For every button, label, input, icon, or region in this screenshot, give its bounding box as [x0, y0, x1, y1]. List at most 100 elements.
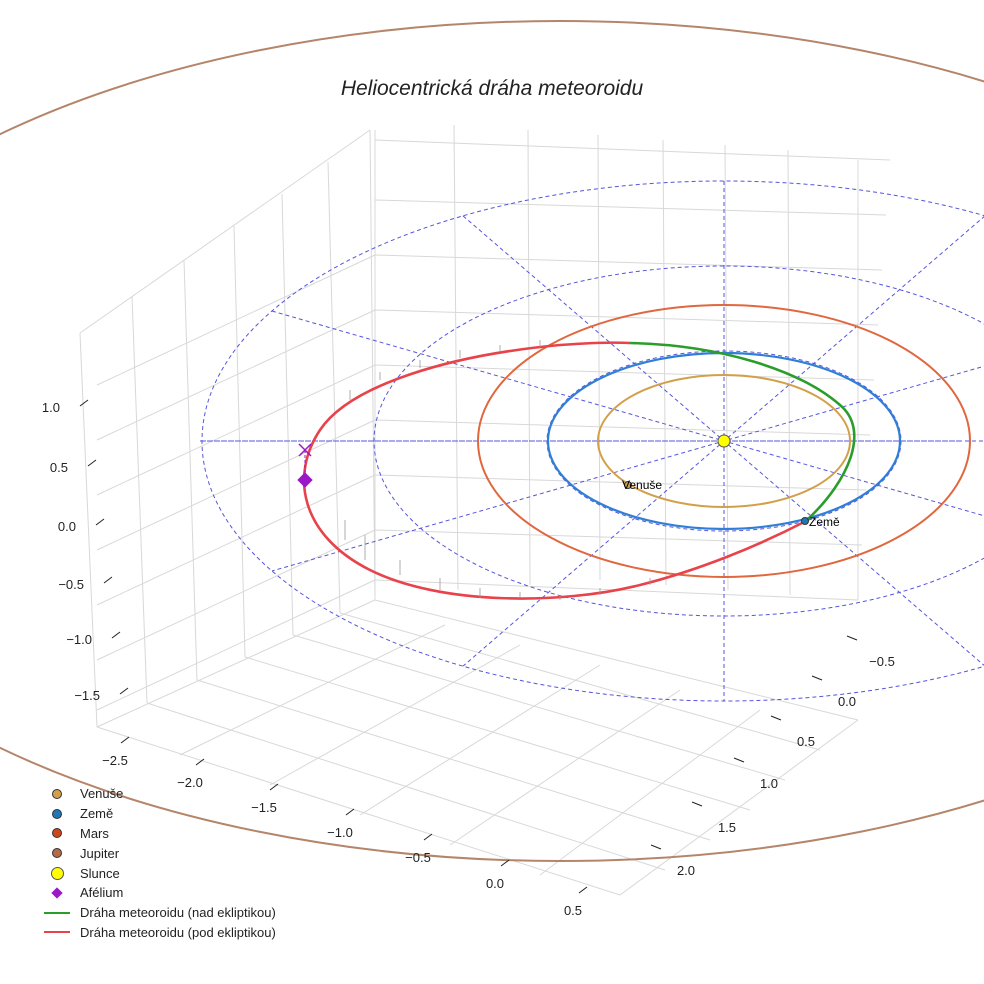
legend-item: Afélium [40, 883, 276, 903]
aphelion-marker [297, 472, 313, 488]
z-tick-label: 0.5 [50, 460, 68, 475]
legend-sun-icon [50, 866, 64, 880]
z-tick [95, 518, 105, 526]
legend-label: Dráha meteoroidu (nad ekliptikou) [80, 905, 276, 921]
y-tick-label: 1.5 [718, 820, 736, 835]
y-tick-label: 2.0 [677, 863, 695, 878]
legend: Venuše Země Mars Jupiter Slunce Afélium Dráha … [40, 784, 276, 942]
grid-line [619, 719, 859, 896]
legend-symbol [40, 925, 74, 939]
grid-line [374, 199, 887, 216]
x-tick-label: −1.0 [327, 825, 353, 840]
grid-line [449, 689, 681, 846]
orbit-layer [0, 20, 984, 862]
grid-line [374, 419, 871, 436]
grid-line [539, 709, 761, 876]
y-tick-label: 0.5 [797, 734, 815, 749]
sun-marker [717, 434, 731, 448]
marker-layer: Venuše Země [297, 434, 840, 529]
legend-label: Mars [80, 825, 109, 841]
legend-item: Slunce [40, 863, 276, 883]
grid-line [96, 599, 376, 728]
grid-line [281, 193, 294, 636]
venus-label: Venuše [622, 478, 662, 492]
grid-line [96, 726, 621, 896]
z-tick [79, 399, 89, 407]
z-tick [87, 459, 97, 467]
mars-orbit [477, 304, 971, 578]
y-tick-label: 0.0 [838, 694, 856, 709]
grid-line [339, 612, 821, 751]
x-tick [423, 833, 433, 841]
grid-line [374, 309, 879, 326]
tick-layer: 1.0 0.5 0.0 −0.5 −1.0 −1.5 −2.5 −2.0 −1.5 −1.0 −0.… [42, 399, 895, 918]
y-tick [770, 715, 782, 721]
aphelion-projection-marker [298, 443, 312, 457]
grid-line [244, 656, 751, 811]
y-tick [733, 757, 745, 763]
grid-line [453, 124, 459, 591]
grid-line [374, 529, 863, 546]
jupiter-orbit [0, 20, 984, 862]
grid-line [96, 474, 376, 606]
x-tick [120, 736, 130, 744]
z-tick [111, 631, 121, 639]
grid-line [96, 254, 376, 386]
z-tick-label: −1.5 [74, 688, 100, 703]
x-tick [500, 859, 510, 867]
legend-diamond-icon [51, 887, 63, 899]
grid-line [269, 644, 521, 786]
z-tick [119, 687, 129, 695]
legend-symbol [40, 846, 74, 860]
legend-item: Mars [40, 824, 276, 844]
grid-line [96, 364, 376, 496]
grid-line [724, 144, 729, 591]
legend-symbol [40, 787, 74, 801]
x-tick-label: −2.5 [102, 753, 128, 768]
legend-label: Země [80, 806, 114, 822]
z-tick-label: −0.5 [58, 577, 84, 592]
y-tick-label: −0.5 [869, 654, 895, 669]
legend-item: Země [40, 804, 276, 824]
legend-dot-icon [52, 848, 62, 859]
y-tick [811, 675, 823, 681]
legend-item: Dráha meteoroidu (pod ekliptikou) [40, 923, 276, 943]
x-tick-label: −2.0 [177, 775, 203, 790]
x-tick [269, 783, 279, 791]
legend-label: Venuše [80, 786, 124, 802]
grid-line [292, 634, 786, 781]
legend-item: Jupiter [40, 843, 276, 863]
venus-marker [624, 481, 632, 489]
x-tick-label: −1.5 [251, 800, 277, 815]
legend-dot-icon [52, 788, 62, 799]
legend-symbol [40, 886, 74, 900]
x-tick [578, 886, 588, 894]
x-tick-label: 0.5 [564, 903, 582, 918]
grid-line [79, 332, 98, 728]
z-tick-label: −1.0 [66, 632, 92, 647]
earth-marker [801, 517, 809, 525]
z-tick-label: 1.0 [42, 400, 60, 415]
grid-line [662, 139, 667, 586]
grid-line [183, 259, 198, 681]
legend-symbol [40, 826, 74, 840]
x-tick [345, 808, 355, 816]
legend-label: Dráha meteoroidu (pod ekliptikou) [80, 924, 276, 940]
grid-line [179, 624, 446, 756]
grid-line [374, 599, 859, 721]
grid-line [374, 474, 867, 491]
earth-label: Země [809, 515, 840, 529]
y-tick [691, 801, 703, 807]
legend-line-icon [44, 911, 70, 914]
grid-line [131, 295, 148, 704]
grid-line [374, 139, 891, 161]
legend-symbol [40, 807, 74, 821]
ecliptic-reference-grid [200, 180, 984, 702]
grid-line [96, 529, 376, 661]
grid-line [374, 364, 875, 381]
meteoroid-orbit-above [629, 341, 856, 522]
meteoroid-orbit-below [302, 341, 807, 600]
y-tick [650, 844, 662, 850]
grid-line [327, 161, 341, 614]
